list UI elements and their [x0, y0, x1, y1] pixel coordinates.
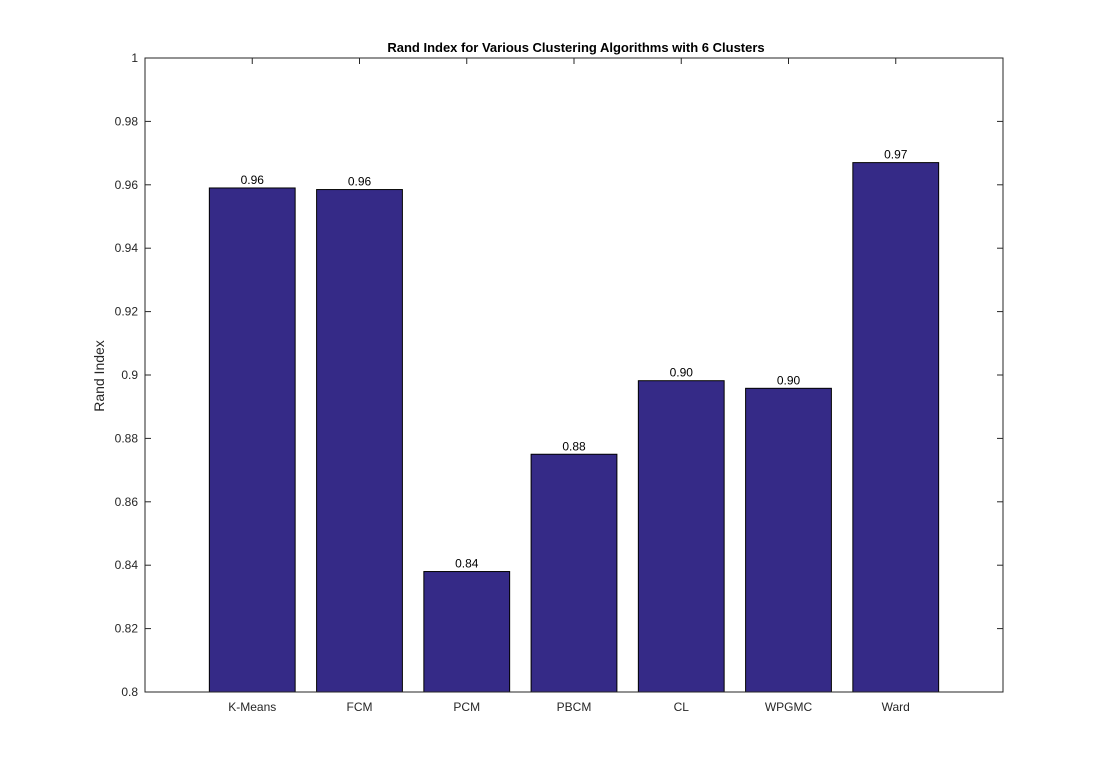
x-tick-label: PBCM	[557, 700, 592, 714]
bars-group	[208, 162, 940, 693]
bar-cl	[637, 380, 725, 693]
bar-fcm	[316, 189, 403, 693]
y-tick-label: 0.86	[115, 495, 139, 509]
x-tick-label: PCM	[453, 700, 480, 714]
x-tick-label: FCM	[347, 700, 373, 714]
x-tick-label: WPGMC	[765, 700, 813, 714]
y-tick-label: 0.8	[121, 685, 138, 699]
bar-value-label: 0.96	[348, 175, 372, 189]
y-tick-label: 0.92	[115, 305, 139, 319]
y-tick-label: 0.9	[121, 368, 138, 382]
y-tick-label: 0.82	[115, 622, 139, 636]
bar-value-label: 0.97	[884, 148, 908, 162]
x-tick-label: CL	[674, 700, 690, 714]
plot-area-border	[144, 57, 1004, 693]
chart-title: Rand Index for Various Clustering Algori…	[387, 40, 764, 55]
y-axis-label: Rand Index	[91, 340, 107, 412]
y-tick-label: 1	[131, 51, 138, 65]
y-axis-ticks: 0.8 0.82 0.84 0.86 0.88 0.9 0.92 0.94 0.96 0.98 1	[115, 51, 1003, 699]
bar-value-label: 0.90	[777, 373, 801, 387]
y-tick-label: 0.98	[115, 114, 139, 128]
x-tick-label: K-Means	[228, 700, 276, 714]
y-tick-label: 0.84	[115, 558, 139, 572]
bar-pbcm	[530, 453, 618, 693]
x-axis-ticks: K-Means FCM PCM PBCM CL WPGMC Ward	[228, 58, 910, 714]
bar-value-label: 0.88	[562, 439, 586, 453]
bar-value-label: 0.90	[670, 366, 694, 380]
bar-pcm	[423, 571, 511, 693]
bar-wpgmc	[745, 387, 832, 693]
bar-k-means	[208, 187, 296, 693]
x-tick-label: Ward	[882, 700, 910, 714]
bar-labels-group: 0.96 0.96 0.84 0.88 0.90 0.90 0.97	[241, 148, 908, 571]
bar-value-label: 0.84	[455, 557, 479, 571]
y-tick-label: 0.96	[115, 178, 139, 192]
bar-ward	[852, 162, 940, 693]
y-tick-label: 0.88	[115, 431, 139, 445]
y-tick-label: 0.94	[115, 241, 139, 255]
bar-value-label: 0.96	[241, 173, 265, 187]
